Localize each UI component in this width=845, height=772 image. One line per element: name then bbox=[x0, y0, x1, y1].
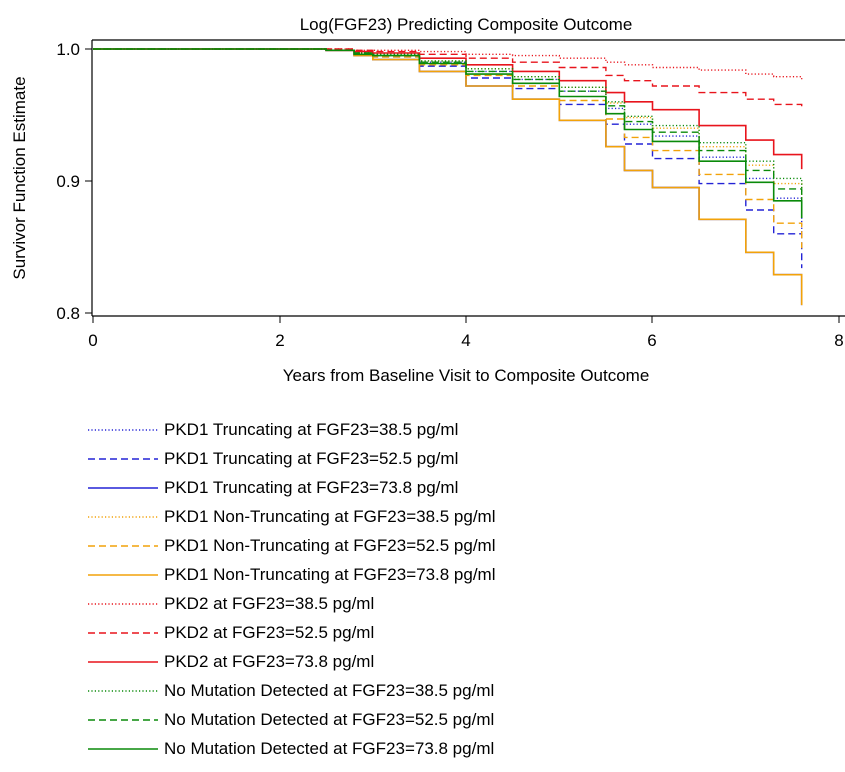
legend-swatch bbox=[88, 457, 158, 460]
legend-item: PKD1 Truncating at FGF23=73.8 pg/ml bbox=[88, 473, 788, 502]
x-axis-label: Years from Baseline Visit to Composite O… bbox=[283, 366, 650, 385]
legend-label: No Mutation Detected at FGF23=38.5 pg/ml bbox=[164, 680, 495, 700]
series-line-12 bbox=[93, 48, 803, 218]
legend-item: PKD1 Truncating at FGF23=52.5 pg/ml bbox=[88, 444, 788, 473]
legend-item: No Mutation Detected at FGF23=73.8 pg/ml bbox=[88, 734, 788, 763]
legend-item: No Mutation Detected at FGF23=52.5 pg/ml bbox=[88, 705, 788, 734]
legend-label: No Mutation Detected at FGF23=52.5 pg/ml bbox=[164, 709, 495, 729]
legend-label: PKD2 at FGF23=38.5 pg/ml bbox=[164, 593, 375, 613]
legend-item: PKD1 Non-Truncating at FGF23=38.5 pg/ml bbox=[88, 502, 788, 531]
series-line-11 bbox=[93, 48, 803, 209]
series-line-5 bbox=[93, 48, 803, 249]
x-ticks: 0 2 4 6 8 bbox=[88, 316, 844, 350]
legend-swatch bbox=[88, 486, 158, 489]
x-tick-label: 0 bbox=[88, 331, 97, 350]
legend-item: PKD1 Non-Truncating at FGF23=52.5 pg/ml bbox=[88, 531, 788, 560]
chart-legend: PKD1 Truncating at FGF23=38.5 pg/ml PKD1 … bbox=[88, 415, 788, 763]
legend-swatch bbox=[88, 544, 158, 547]
legend-label: PKD2 at FGF23=52.5 pg/ml bbox=[164, 622, 375, 642]
series-line-3 bbox=[93, 48, 803, 306]
legend-swatch bbox=[88, 428, 158, 431]
series-layer bbox=[93, 48, 803, 306]
legend-label: No Mutation Detected at FGF23=73.8 pg/ml bbox=[164, 738, 495, 758]
series-line-9 bbox=[93, 48, 803, 170]
legend-swatch bbox=[88, 602, 158, 605]
series-line-2 bbox=[93, 48, 803, 269]
legend-label: PKD1 Non-Truncating at FGF23=38.5 pg/ml bbox=[164, 506, 496, 526]
survival-chart: Log(FGF23) Predicting Composite Outcome … bbox=[10, 15, 845, 385]
y-axis-label: Survivor Function Estimate bbox=[10, 76, 29, 279]
legend-label: PKD1 Non-Truncating at FGF23=73.8 pg/ml bbox=[164, 564, 496, 584]
series-line-8 bbox=[93, 48, 803, 110]
x-tick-label: 6 bbox=[647, 331, 656, 350]
legend-item: No Mutation Detected at FGF23=38.5 pg/ml bbox=[88, 676, 788, 705]
legend-swatch bbox=[88, 515, 158, 518]
legend-item: PKD2 at FGF23=73.8 pg/ml bbox=[88, 647, 788, 676]
chart-title: Log(FGF23) Predicting Composite Outcome bbox=[300, 15, 633, 34]
legend-label: PKD1 Truncating at FGF23=52.5 pg/ml bbox=[164, 448, 459, 468]
x-tick-label: 4 bbox=[461, 331, 470, 350]
x-tick-label: 8 bbox=[834, 331, 843, 350]
legend-label: PKD2 at FGF23=73.8 pg/ml bbox=[164, 651, 375, 671]
legend-swatch bbox=[88, 631, 158, 634]
legend-label: PKD1 Truncating at FGF23=38.5 pg/ml bbox=[164, 419, 459, 439]
series-line-6 bbox=[93, 48, 803, 306]
legend-swatch bbox=[88, 747, 158, 750]
series-line-4 bbox=[93, 48, 803, 205]
legend-swatch bbox=[88, 660, 158, 663]
legend-swatch bbox=[88, 689, 158, 692]
legend-item: PKD1 Truncating at FGF23=38.5 pg/ml bbox=[88, 415, 788, 444]
legend-item: PKD2 at FGF23=52.5 pg/ml bbox=[88, 618, 788, 647]
legend-item: PKD1 Non-Truncating at FGF23=73.8 pg/ml bbox=[88, 560, 788, 589]
y-tick-label: 1.0 bbox=[56, 40, 80, 59]
y-tick-label: 0.9 bbox=[56, 172, 80, 191]
y-tick-label: 0.8 bbox=[56, 304, 80, 323]
legend-swatch bbox=[88, 718, 158, 721]
legend-label: PKD1 Truncating at FGF23=73.8 pg/ml bbox=[164, 477, 459, 497]
x-tick-label: 2 bbox=[275, 331, 284, 350]
legend-swatch bbox=[88, 573, 158, 576]
legend-item: PKD2 at FGF23=38.5 pg/ml bbox=[88, 589, 788, 618]
legend-label: PKD1 Non-Truncating at FGF23=52.5 pg/ml bbox=[164, 535, 496, 555]
y-ticks: 0.8 0.9 1.0 bbox=[56, 40, 92, 323]
